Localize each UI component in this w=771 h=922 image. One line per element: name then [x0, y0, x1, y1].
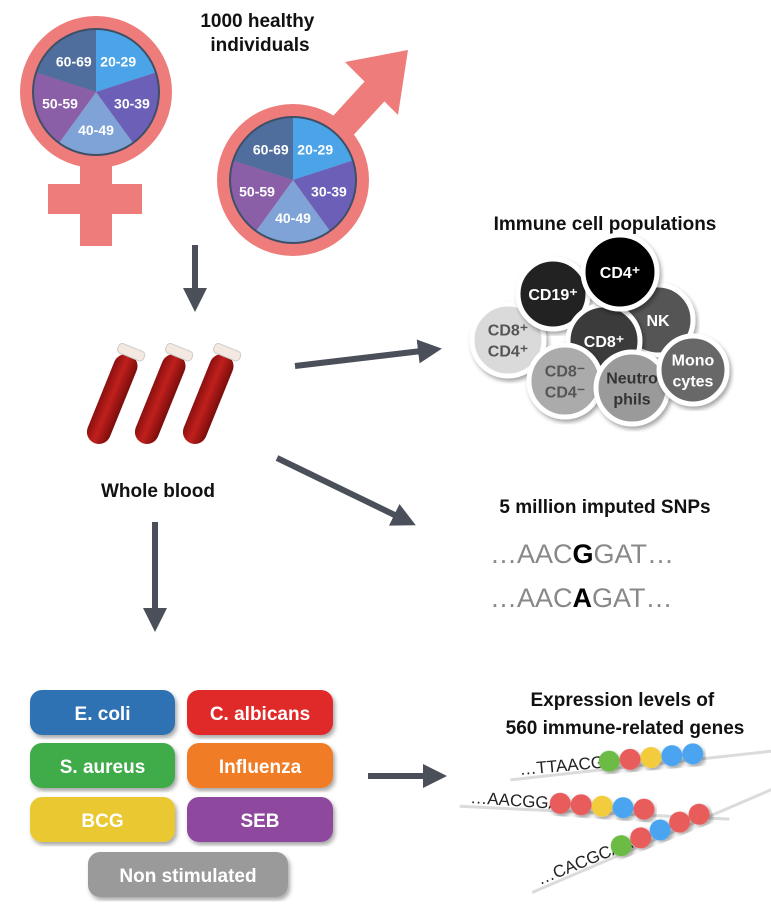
expression-bead: [591, 795, 613, 817]
expression-bead: [688, 803, 710, 825]
pie-slice-60-69: [36, 29, 96, 92]
age-label: 40-49: [78, 122, 114, 138]
snp-title: 5 million imputed SNPs: [499, 497, 710, 518]
age-label: 20-29: [100, 53, 136, 69]
stimuli-grid: E. coli C. albicans S. aureus Influenza BCG S…: [30, 690, 333, 897]
arrow-to-immune-cells: [294, 339, 442, 369]
pie-slice-50-59: [33, 72, 96, 143]
pie-slice-20-29: [293, 117, 353, 180]
cell-label: CD8⁻: [545, 364, 585, 381]
age-label: 20-29: [297, 141, 333, 157]
expression-bead: [633, 798, 655, 820]
cell-label: CD8⁺: [584, 334, 624, 351]
expression-bead: [682, 743, 704, 765]
pie-slice-30-39: [293, 160, 357, 231]
cell-neutrophils: Neutro phils: [593, 349, 671, 427]
pie-slice-50-59: [230, 160, 293, 231]
expression-rows: …TTAACGG …AACGGAT…CACGCAA: [459, 743, 771, 894]
stimulus-label: C. albicans: [210, 704, 310, 725]
cell-label: CD8⁺: [488, 323, 528, 340]
expression-row: …AACGGAT: [459, 788, 730, 821]
arrow-to-snps: [275, 455, 416, 526]
cell-label: CD19⁺: [528, 287, 577, 304]
cell-cd8-cd4-: CD8⁺ CD4⁺: [469, 301, 547, 379]
cell-label: phils: [613, 392, 650, 409]
cell-label: CD4⁺: [488, 344, 528, 361]
stimulus-label: Non stimulated: [119, 866, 256, 887]
pie-slice-60-69: [233, 117, 293, 180]
expression-bead: [630, 827, 652, 849]
whole-blood-label: Whole blood: [101, 481, 215, 502]
pie-slice-40-49: [58, 92, 134, 156]
snp-sequences: …AACGGAT… …AACAGAT…: [490, 539, 674, 613]
stimulus-label: E. coli: [75, 704, 131, 725]
age-label: 50-59: [239, 184, 275, 200]
cell-label: Neutro: [606, 371, 658, 388]
stimulus-label: SEB: [240, 811, 279, 832]
immune-cell-cluster: CD8⁺ CD4⁺ CD19⁺ NK CD8⁺ CD4⁺ CD8⁻ CD4⁻ Neutro phi…: [469, 232, 730, 427]
cell-label: CD4⁺: [600, 265, 640, 282]
expression-bead: [598, 750, 620, 772]
expression-bead: [610, 835, 632, 857]
snp-sequence-2: …AACAGAT…: [490, 583, 673, 613]
age-label: 60-69: [56, 53, 92, 69]
immune-title: Immune cell populations: [494, 214, 717, 235]
pie-slice-20-29: [96, 29, 156, 92]
stimulus-label: BCG: [81, 811, 123, 832]
stimulus-label: S. aureus: [60, 757, 146, 778]
cell-cd8-cd4-: CD8⁻ CD4⁻: [526, 342, 604, 420]
expression-bead: [640, 747, 662, 769]
stimulus-influenza: Influenza: [187, 743, 333, 788]
stimulus-bcg: BCG: [30, 797, 175, 842]
blood-tubes-icon: [86, 343, 242, 444]
cohort-title: 1000 healthy individuals: [200, 11, 319, 56]
expression-row: …TTAACGG: [510, 743, 771, 782]
stimulus-c-albicans: C. albicans: [187, 690, 333, 735]
cell-label: Mono: [672, 353, 715, 370]
age-label: 60-69: [253, 141, 289, 157]
age-label: 50-59: [42, 96, 78, 112]
age-label: 30-39: [311, 184, 347, 200]
expression-bead: [612, 797, 634, 819]
snp-sequence-1: …AACGGAT…: [490, 539, 674, 569]
expression-bead: [669, 811, 691, 833]
cell-label: CD4⁻: [545, 385, 585, 402]
age-label: 30-39: [114, 96, 150, 112]
expression-bead: [570, 794, 592, 816]
expression-bead: [549, 792, 571, 814]
pie-slice-30-39: [96, 72, 159, 143]
expression-bead: [619, 748, 641, 770]
stimulus-e-coli: E. coli: [30, 690, 175, 735]
expression-title: Expression levels of 560 immune-related …: [506, 690, 745, 739]
cell-label: NK: [646, 313, 670, 330]
cell-label: cytes: [673, 374, 714, 391]
expression-bead: [649, 819, 671, 841]
expression-bead: [661, 745, 683, 767]
stimulus-s-aureus: S. aureus: [30, 743, 175, 788]
stimulus-label: Influenza: [219, 757, 302, 778]
pie-slice-40-49: [255, 180, 331, 243]
age-label: 40-49: [275, 210, 311, 226]
stimulus-non-stimulated: Non stimulated: [88, 852, 288, 897]
cell-cd4-: CD4⁺: [580, 232, 660, 312]
cell-monocytes: Mono cytes: [656, 333, 730, 407]
expression-row: …CACGCAA: [531, 784, 771, 894]
stimulus-seb: SEB: [187, 797, 333, 842]
